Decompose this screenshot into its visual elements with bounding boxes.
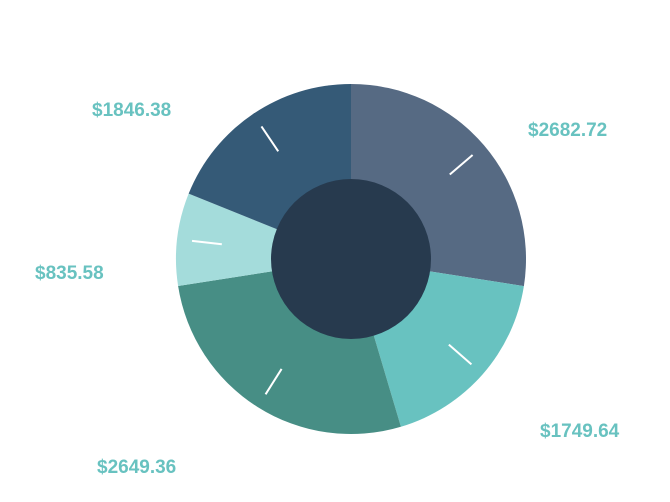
slice-value-label-3: $2649.36 (97, 457, 176, 478)
slice-tick-5 (260, 125, 280, 152)
donut-center-hole (271, 179, 431, 339)
slice-value-label-1: $2682.72 (528, 120, 607, 141)
slice-value-label-2: $1749.64 (540, 421, 620, 442)
slice-tick-4 (191, 239, 222, 246)
slice-value-label-5: $1846.38 (92, 100, 171, 121)
value-labels-layer: $2682.72 $1749.64 $2649.36 $835.58 $1846.38 (35, 100, 620, 478)
slice-tick-2 (448, 343, 473, 366)
slice-value-label-4: $835.58 (35, 263, 104, 284)
slice-tick-3 (264, 368, 283, 395)
tick-marks-layer (191, 125, 474, 395)
slice-tick-1 (449, 154, 474, 176)
